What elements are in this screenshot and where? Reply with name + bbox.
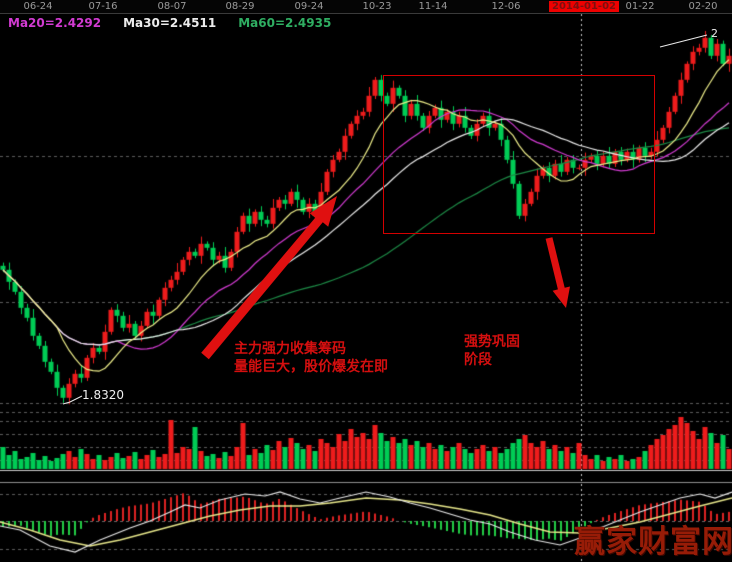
- highlight-rectangle: [383, 75, 655, 234]
- annotation-accumulation-text: 主力强力收集筹码 量能巨大，股价爆发在即: [234, 340, 388, 376]
- axis-date-label: 08-29: [225, 1, 255, 12]
- annotation-accumulation-line1: 主力强力收集筹码: [234, 341, 346, 357]
- ma-labels-row: Ma20=2.4292 Ma30=2.4511 Ma60=2.4935: [8, 16, 353, 30]
- ma30-value-label: Ma30=2.4511: [123, 16, 217, 30]
- low-price-label: 1.8320: [82, 388, 124, 402]
- ma20-value-label: Ma20=2.4292: [8, 16, 102, 30]
- axis-date-label: 02-20: [688, 1, 718, 12]
- axis-date-label: 12-06: [491, 1, 521, 12]
- axis-date-label: 06-24: [23, 1, 53, 12]
- axis-date-label: 10-23: [362, 1, 392, 12]
- low-label-pointer-line: [62, 395, 83, 405]
- ma60-value-label: Ma60=2.4935: [238, 16, 332, 30]
- high-label-pointer-line: [659, 34, 708, 48]
- high-price-label: 2: [711, 27, 718, 40]
- watermark-text: 赢家财富网: [574, 524, 732, 560]
- date-axis: 06-24 07-16 08-07 08-29 09-24 10-23 11-14 12-06…: [0, 0, 732, 14]
- down-arrow-icon: [545, 237, 570, 308]
- annotation-consolidation-line1: 强势巩固: [464, 334, 520, 350]
- axis-date-label-highlighted: 2014-01-02: [549, 1, 619, 12]
- annotation-accumulation-line2: 量能巨大，股价爆发在即: [234, 359, 388, 375]
- axis-date-label: 01-22: [625, 1, 655, 12]
- annotation-consolidation-text: 强势巩固 阶段: [464, 333, 520, 369]
- axis-date-label: 11-14: [418, 1, 448, 12]
- up-trend-arrow-icon: [201, 196, 337, 360]
- axis-date-label: 08-07: [157, 1, 187, 12]
- annotation-consolidation-line2: 阶段: [464, 352, 492, 368]
- axis-date-label: 09-24: [294, 1, 324, 12]
- axis-date-label: 07-16: [88, 1, 118, 12]
